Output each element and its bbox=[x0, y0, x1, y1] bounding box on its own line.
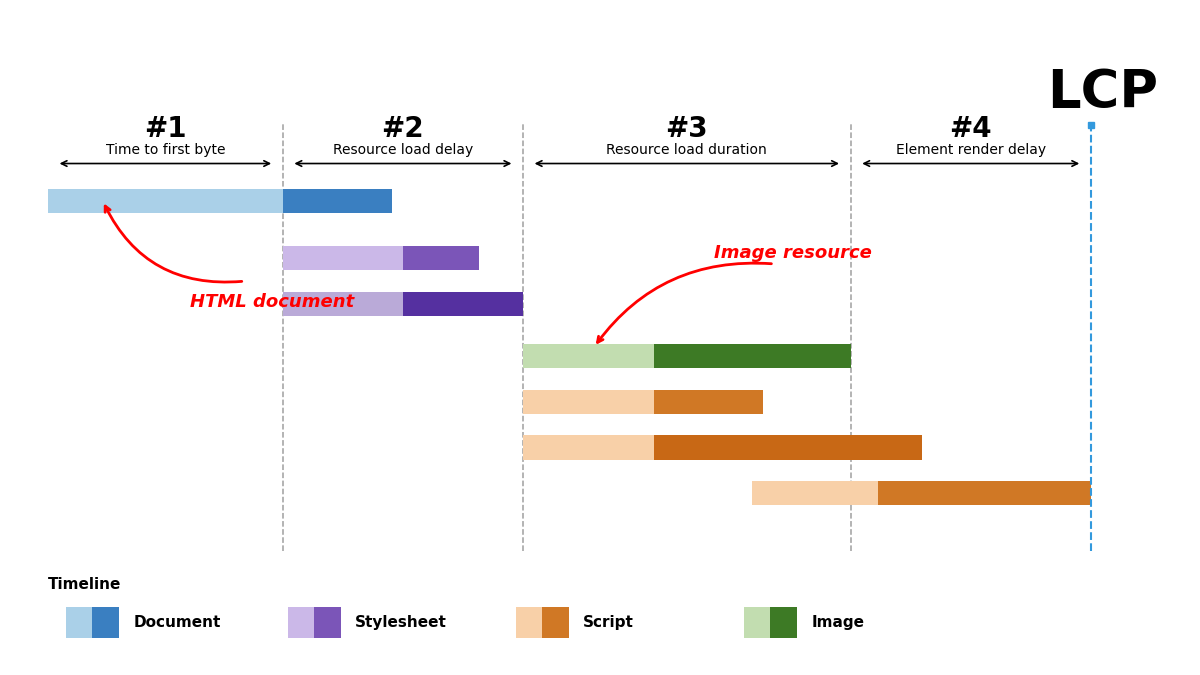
Bar bbox=[288, 607, 314, 639]
Bar bbox=[523, 389, 654, 414]
Bar bbox=[654, 344, 851, 368]
Bar bbox=[878, 481, 1091, 506]
Bar bbox=[523, 344, 654, 368]
Text: #4: #4 bbox=[949, 115, 992, 143]
Bar bbox=[314, 607, 341, 639]
Bar bbox=[752, 481, 878, 506]
Text: Image: Image bbox=[811, 615, 864, 630]
Text: #2: #2 bbox=[382, 115, 425, 143]
Bar bbox=[770, 607, 797, 639]
Text: Time to first byte: Time to first byte bbox=[106, 143, 226, 157]
Bar bbox=[92, 607, 119, 639]
Bar bbox=[48, 189, 283, 213]
Bar bbox=[654, 435, 922, 460]
Bar bbox=[744, 607, 770, 639]
Text: #3: #3 bbox=[666, 115, 708, 143]
Bar bbox=[283, 246, 403, 270]
Text: Resource load delay: Resource load delay bbox=[332, 143, 473, 157]
Bar bbox=[283, 189, 392, 213]
Text: Stylesheet: Stylesheet bbox=[355, 615, 448, 630]
Text: Resource load duration: Resource load duration bbox=[606, 143, 767, 157]
Text: #1: #1 bbox=[144, 115, 187, 143]
Text: Image resource: Image resource bbox=[714, 244, 872, 262]
Text: Element render delay: Element render delay bbox=[895, 143, 1046, 157]
Text: LCP: LCP bbox=[1046, 68, 1158, 119]
Bar bbox=[516, 607, 542, 639]
Bar bbox=[283, 292, 403, 316]
Bar bbox=[403, 292, 523, 316]
Bar bbox=[66, 607, 92, 639]
Text: Timeline: Timeline bbox=[48, 577, 121, 592]
Text: Script: Script bbox=[583, 615, 634, 630]
Bar bbox=[403, 246, 479, 270]
Bar bbox=[542, 607, 569, 639]
Bar bbox=[654, 389, 763, 414]
Bar bbox=[523, 435, 654, 460]
Text: Document: Document bbox=[133, 615, 221, 630]
Text: HTML document: HTML document bbox=[190, 293, 354, 311]
